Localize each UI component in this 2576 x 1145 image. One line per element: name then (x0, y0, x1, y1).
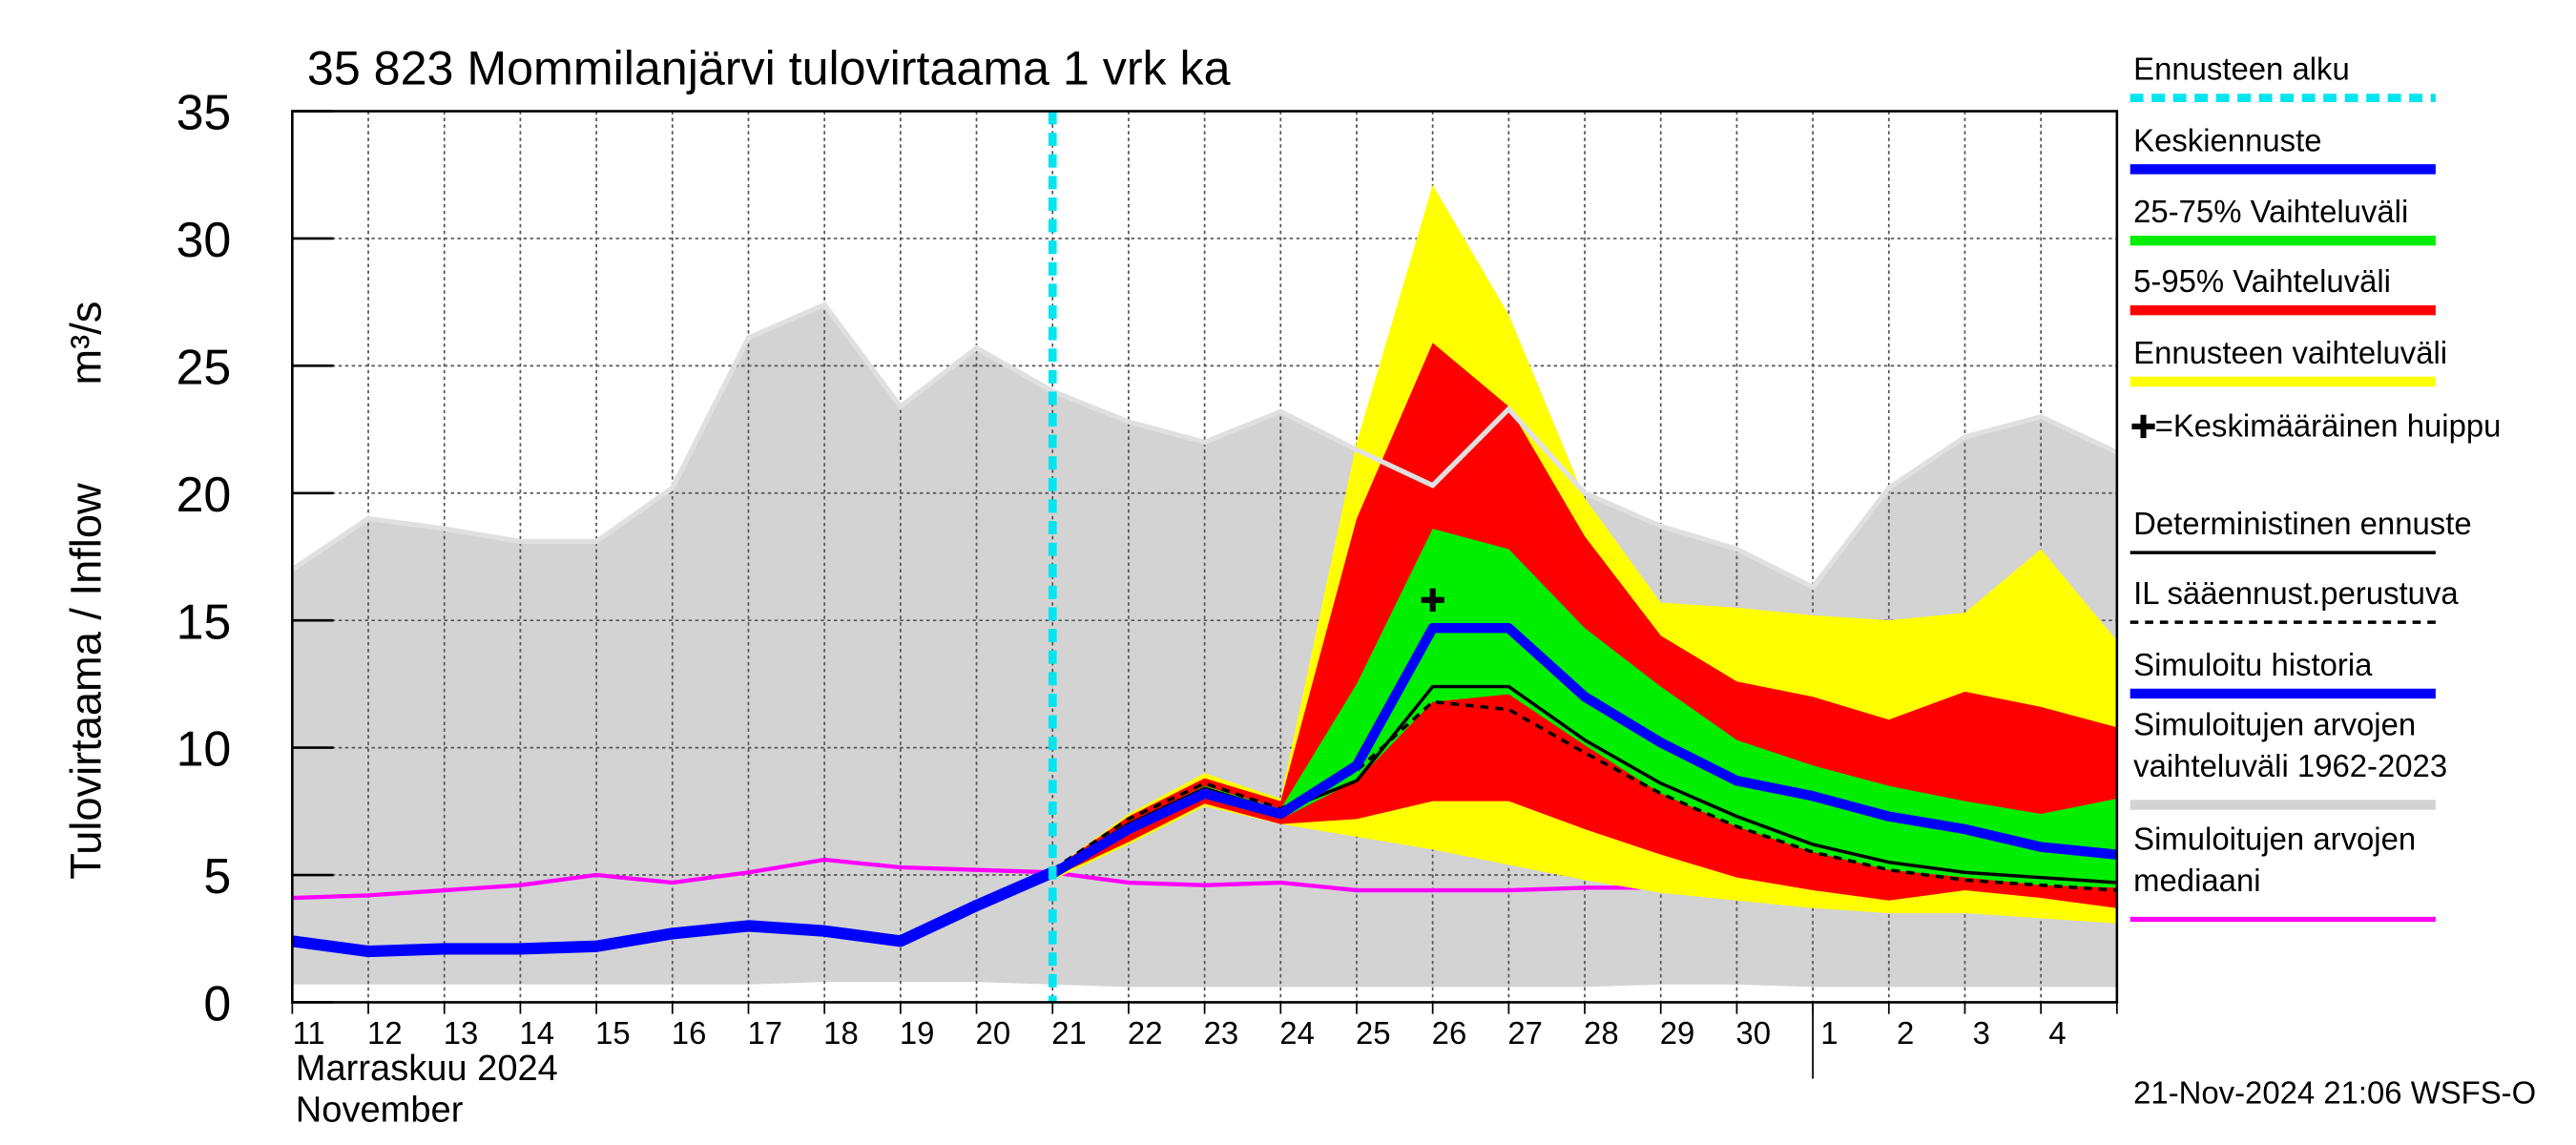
legend-peak-marker (2131, 414, 2155, 439)
x-tick-label: 25 (1356, 1015, 1391, 1051)
x-tick-label: 21 (1051, 1015, 1087, 1051)
legend-label: IL sääennust.perustuva (2133, 575, 2459, 611)
x-tick-label: 3 (1973, 1015, 1990, 1051)
line-history (291, 866, 1055, 958)
legend-label: Deterministinen ennuste (2133, 506, 2472, 541)
legend-label: Simuloitujen arvojen (2133, 706, 2416, 741)
x-tick-label: 19 (900, 1015, 935, 1051)
legend-label: Ennusteen vaihteluväli (2133, 335, 2447, 370)
legend-label: =Keskimääräinen huippu (2155, 407, 2502, 443)
forecast-band (1052, 529, 2117, 888)
x-tick-label: 11 (293, 1015, 325, 1051)
x-tick-label: 18 (823, 1015, 859, 1051)
y-tick-label: 25 (177, 340, 232, 395)
line-dashed (1051, 699, 2117, 892)
y-tick-label: 5 (203, 849, 231, 905)
y-tick-label: 15 (177, 594, 232, 650)
x-tick-label: 29 (1660, 1015, 1695, 1051)
y-tick-label: 30 (177, 213, 232, 268)
y-axis-label: Tulovirtaama / Inflow (62, 483, 111, 880)
historical-range-upper (290, 302, 2118, 591)
x-tick-label: 16 (672, 1015, 707, 1051)
x-tick-label: 14 (519, 1015, 554, 1051)
y-tick-label: 10 (177, 722, 232, 778)
peak-marker (1421, 588, 1444, 613)
x-tick-label: 30 (1735, 1015, 1771, 1051)
x-tick-label: 17 (747, 1015, 782, 1051)
legend-label: 25-75% Vaihteluväli (2133, 194, 2408, 229)
x-tick-label: 15 (595, 1015, 631, 1051)
x-tick-label: 26 (1432, 1015, 1467, 1051)
x-tick-label: 1 (1820, 1015, 1838, 1051)
x-tick-label: 28 (1584, 1015, 1619, 1051)
month-label: November (296, 1090, 464, 1131)
x-tick-label: 24 (1279, 1015, 1315, 1051)
x-tick-label: 22 (1128, 1015, 1163, 1051)
legend-label: Simuloitu historia (2133, 647, 2373, 682)
chart-title: 35 823 Mommilanjärvi tulovirtaama 1 vrk … (307, 41, 1231, 95)
x-tick-label: 13 (444, 1015, 479, 1051)
x-tick-label: 27 (1507, 1015, 1543, 1051)
legend-label: Simuloitujen arvojen (2133, 821, 2416, 856)
legend-label: Ennusteen alku (2133, 51, 2350, 86)
y-tick-label: 35 (177, 86, 232, 141)
x-tick-label: 20 (976, 1015, 1011, 1051)
y-tick-label: 0 (203, 976, 231, 1031)
legend-label: vaihteluväli 1962-2023 (2133, 748, 2447, 783)
mean-forecast (1049, 622, 2118, 879)
y-axis-unit: m³/s (62, 302, 111, 385)
x-tick-label: 12 (367, 1015, 403, 1051)
legend-label: mediaani (2133, 863, 2260, 898)
month-label: Marraskuu 2024 (296, 1048, 558, 1089)
x-tick-label: 4 (2048, 1015, 2066, 1051)
y-tick-label: 20 (177, 468, 232, 523)
x-tick-label: 2 (1897, 1015, 1914, 1051)
footer: 21-Nov-2024 21:06 WSFS-O (2133, 1074, 2536, 1110)
x-tick-label: 23 (1204, 1015, 1239, 1051)
legend-label: 5-95% Vaihteluväli (2133, 263, 2391, 299)
legend-label: Keskiennuste (2133, 122, 2321, 157)
